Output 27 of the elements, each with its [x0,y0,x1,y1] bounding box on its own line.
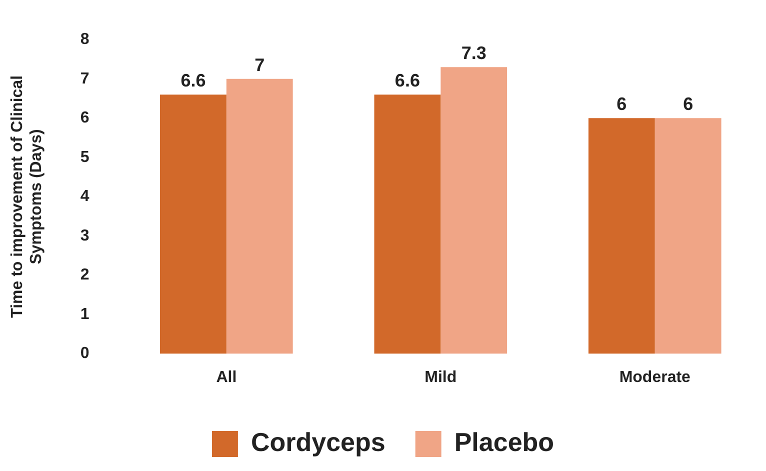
y-tick-label: 6 [80,110,90,127]
y-tick-label: 7 [80,70,90,88]
data-label: 6.6 [180,70,206,91]
y-tick-label: 3 [80,227,90,244]
y-tick-label: 5 [80,148,90,166]
bar [440,67,508,354]
data-label: 6 [616,94,627,114]
bar [160,94,226,354]
data-label: 7.3 [461,43,486,64]
x-tick-label: Mild [424,368,457,386]
x-tick-label: All [216,368,237,386]
bar [374,94,441,354]
legend-label: Placebo [454,427,554,458]
bar [588,118,655,354]
y-tick-label: 0 [80,345,90,362]
y-tick-label: 8 [80,31,90,48]
y-tick-label: 4 [80,188,90,206]
y-tick-label: 1 [80,306,90,323]
data-label: 7 [254,54,265,75]
legend-label: Cordyceps [250,427,386,458]
x-tick-label: Moderate [619,368,691,386]
bar [226,78,293,354]
y-axis-title: Time to improvement of Clinical Symptoms (Days) [9,75,46,318]
data-label: 6.6 [394,70,420,91]
bar [654,118,722,354]
y-tick-label: 2 [80,266,90,284]
data-label: 6 [683,94,694,114]
